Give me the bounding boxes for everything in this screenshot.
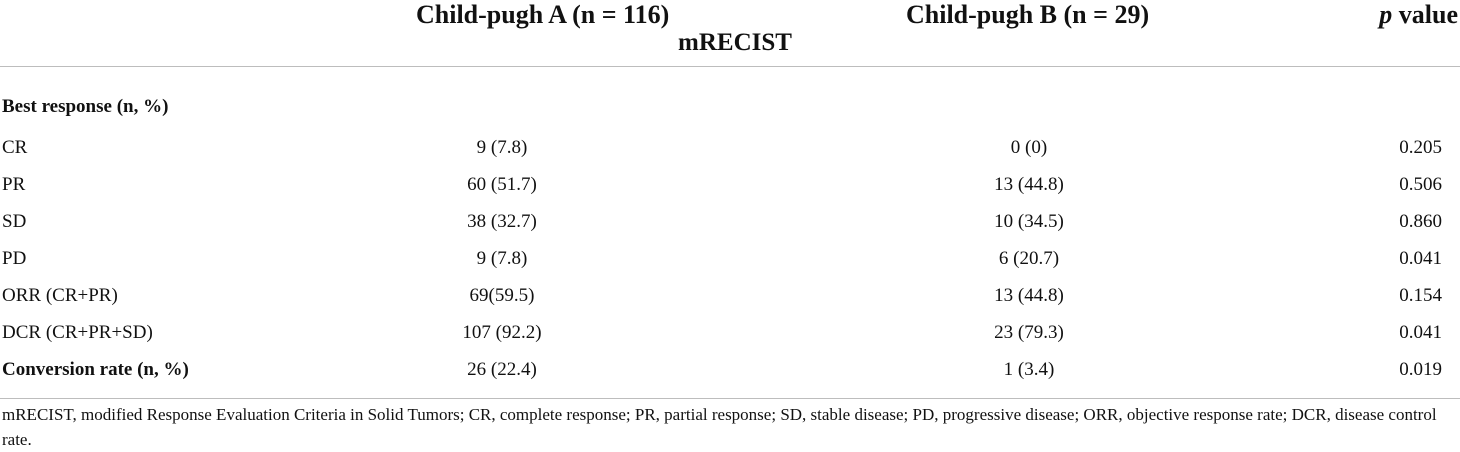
cell-p-value: 0.860 xyxy=(1399,210,1442,232)
row-label: CR xyxy=(2,136,28,158)
cell-child-pugh-a: 107 (92.2) xyxy=(462,321,542,343)
cell-child-pugh-b: 10 (34.5) xyxy=(994,210,1064,232)
cell-child-pugh-b: 23 (79.3) xyxy=(994,321,1064,343)
cell-p-value: 0.154 xyxy=(1399,284,1442,306)
column-header-child-pugh-b: Child-pugh B (n = 29) xyxy=(906,0,1150,29)
p-symbol: p xyxy=(1379,0,1393,29)
table-header: Child-pugh A (n = 116) Child-pugh B (n =… xyxy=(0,0,1460,67)
cell-child-pugh-b: 13 (44.8) xyxy=(994,284,1064,306)
table-row: PR 60 (51.7) 13 (44.8) 0.506 xyxy=(0,166,1460,203)
cell-child-pugh-a: 26 (22.4) xyxy=(467,358,537,380)
cell-p-value: 0.205 xyxy=(1399,136,1442,158)
table-row: DCR (CR+PR+SD) 107 (92.2) 23 (79.3) 0.04… xyxy=(0,314,1460,351)
cell-child-pugh-a: 60 (51.7) xyxy=(467,173,537,195)
table-row: ORR (CR+PR) 69(59.5) 13 (44.8) 0.154 xyxy=(0,277,1460,314)
cell-child-pugh-b: 0 (0) xyxy=(1010,136,1048,158)
row-label: SD xyxy=(2,210,27,232)
p-value-label: value xyxy=(1392,0,1458,29)
cell-child-pugh-b: 6 (20.7) xyxy=(998,247,1060,269)
table-row: PD 9 (7.8) 6 (20.7) 0.041 xyxy=(0,240,1460,277)
cell-child-pugh-a: 69(59.5) xyxy=(469,284,535,306)
results-table: Child-pugh A (n = 116) Child-pugh B (n =… xyxy=(0,0,1460,399)
row-label: PR xyxy=(2,173,26,195)
cell-child-pugh-a: 9 (7.8) xyxy=(476,247,528,269)
cell-p-value: 0.019 xyxy=(1399,358,1442,380)
column-header-p-value: p value xyxy=(1379,0,1458,30)
row-label: Conversion rate (n, %) xyxy=(2,358,189,380)
cell-child-pugh-b: 13 (44.8) xyxy=(994,173,1064,195)
section-header-row: Best response (n, %) xyxy=(0,67,1460,129)
table-footnote: mRECIST, modified Response Evaluation Cr… xyxy=(2,405,1437,449)
table-row: CR 9 (7.8) 0 (0) 0.205 xyxy=(0,129,1460,166)
table-row: SD 38 (32.7) 10 (34.5) 0.860 xyxy=(0,203,1460,240)
table-bottom-rule xyxy=(0,398,1460,399)
cell-p-value: 0.041 xyxy=(1399,321,1442,343)
cell-child-pugh-a: 9 (7.8) xyxy=(476,136,528,158)
table-subheader: mRECIST xyxy=(678,29,792,56)
section-label: Best response (n, %) xyxy=(2,96,169,117)
cell-child-pugh-a: 38 (32.7) xyxy=(467,210,537,232)
cell-p-value: 0.506 xyxy=(1399,173,1442,195)
row-label: PD xyxy=(2,247,27,269)
cell-p-value: 0.041 xyxy=(1399,247,1442,269)
column-header-child-pugh-a: Child-pugh A (n = 116) xyxy=(416,0,670,29)
row-label: DCR (CR+PR+SD) xyxy=(2,321,153,343)
row-label: ORR (CR+PR) xyxy=(2,284,118,306)
cell-child-pugh-b: 1 (3.4) xyxy=(1003,358,1055,380)
table-row: Conversion rate (n, %) 26 (22.4) 1 (3.4)… xyxy=(0,351,1460,388)
